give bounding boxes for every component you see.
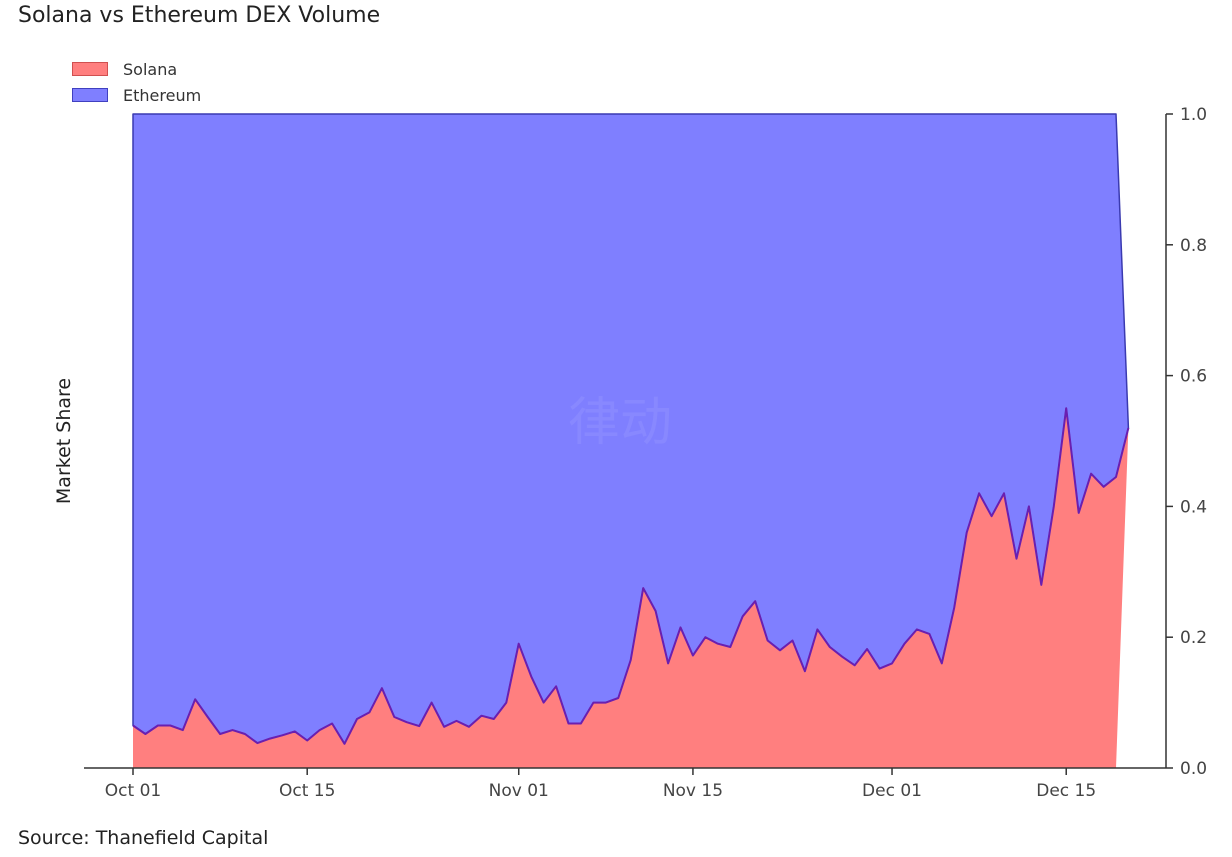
x-tick-label: Dec 01 <box>862 781 922 801</box>
watermark-text: 律动 <box>568 393 672 453</box>
y-tick-label: 0.2 <box>1180 628 1207 648</box>
legend: Solana Ethereum <box>72 56 201 108</box>
chart-title: Solana vs Ethereum DEX Volume <box>18 3 381 28</box>
y-tick-label: 0.6 <box>1180 367 1207 387</box>
legend-label-ethereum: Ethereum <box>123 85 202 105</box>
y-tick-label: 0.8 <box>1180 236 1207 256</box>
x-tick-label: Oct 15 <box>279 781 335 801</box>
legend-item-solana: Solana <box>72 56 201 82</box>
legend-swatch-ethereum <box>72 88 108 102</box>
series-area-solana <box>133 408 1129 768</box>
legend-label-solana: Solana <box>123 59 178 79</box>
y-tick-label: 1.0 <box>1180 105 1207 125</box>
y-tick-label: 0.0 <box>1180 759 1207 779</box>
y-tick-label: 0.4 <box>1180 497 1207 517</box>
series-line-boundary <box>132 407 1130 745</box>
legend-swatch-solana <box>72 62 108 76</box>
x-tick-label: Nov 01 <box>489 781 549 801</box>
x-tick-label: Nov 15 <box>663 781 723 801</box>
x-tick-label: Oct 01 <box>105 781 161 801</box>
y-axis-title: Market Share <box>53 378 75 504</box>
x-tick-label: Dec 15 <box>1036 781 1096 801</box>
source-note: Source: Thanefield Capital <box>18 827 269 849</box>
legend-item-ethereum: Ethereum <box>72 82 201 108</box>
